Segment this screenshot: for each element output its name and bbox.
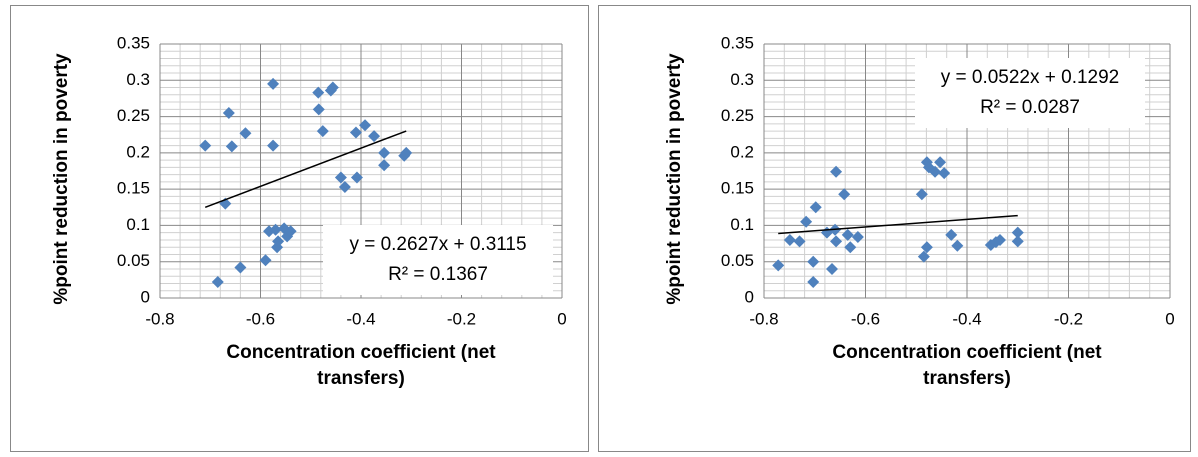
annotation-box [915,58,1145,128]
scatter-point [934,156,947,169]
y-tick-label: 0.15 [117,179,150,198]
scatter-point [267,139,280,152]
x-tick-label: 0 [557,309,566,328]
x-axis-title: Concentration coefficient (net transfers… [226,342,496,389]
y-tick-label: 0.3 [730,70,754,89]
scatter-point [338,180,351,193]
scatter-point [807,255,820,268]
x-tick-label: 0 [1165,309,1174,328]
scatter-point [920,241,933,254]
scatter-point [269,223,282,236]
scatter-point [838,188,851,201]
trendline-equation: y = 0.0522x + 0.1292 [941,67,1120,88]
x-tick-label: -0.8 [145,309,174,328]
y-tick-label: 0.35 [721,33,754,52]
x-tick-label: -0.2 [1054,309,1083,328]
scatter-point [807,276,820,289]
y-axis-title: %point reduction in poverty [51,53,72,305]
y-tick-label: 0 [141,287,150,306]
scatter-point [917,250,930,263]
scatter-point [400,146,413,159]
scatter-point [993,233,1006,246]
scatter-point [841,228,854,241]
scatter-point [800,215,813,228]
scatter-point [239,127,252,140]
scatter-point [844,241,857,254]
scatter-point [259,254,272,267]
scatter-point [334,171,347,184]
scatter-point [929,165,942,178]
scatter-point [851,231,864,244]
y-tick-label: 0.35 [117,33,150,52]
x-tick-label: -0.8 [749,309,778,328]
scatter-point [830,235,843,248]
scatter-point [1011,235,1024,248]
scatter-point [772,259,785,272]
y-tick-label: 0.25 [721,106,754,125]
scatter-point [225,140,238,153]
x-tick-label: -0.2 [447,309,476,328]
scatter-point [272,235,285,248]
scatter-point [368,130,381,143]
scatter-point [312,103,325,116]
trendline-r-squared: R² = 0.1367 [388,264,488,285]
trendline-r-squared: R² = 0.0287 [980,97,1080,118]
x-tick-label: -0.6 [851,309,880,328]
y-tick-label: 0.1 [730,215,754,234]
y-tick-label: 0 [745,287,754,306]
y-tick-label: 0.1 [126,215,150,234]
trendline [778,214,1018,235]
scatter-point [284,225,297,238]
y-tick-label: 0.3 [126,70,150,89]
scatter-point [312,86,325,99]
scatter-point [915,188,928,201]
scatter-point [349,126,362,139]
scatter-point [783,233,796,246]
x-tick-label: -0.6 [246,309,275,328]
scatter-point [350,171,363,184]
y-tick-label: 0.25 [117,106,150,125]
trendline [204,130,407,208]
scatter-point [945,228,958,241]
y-axis-title: %point reduction in poverty [664,53,685,305]
scatter-point [951,239,964,252]
scatter-point [359,119,372,132]
scatter-point [267,77,280,90]
scatter-point [378,159,391,172]
y-tick-label: 0.05 [721,251,754,270]
scatter-point [211,276,224,289]
y-tick-label: 0.2 [730,142,754,161]
y-tick-label: 0.15 [721,179,754,198]
trendline-equation: y = 0.2627x + 0.3115 [349,234,526,255]
scatter-point [234,261,247,274]
x-tick-label: -0.4 [346,309,375,328]
scatter-point [378,146,391,159]
scatter-point [830,165,843,178]
scatter-point [826,262,839,275]
scatter-point [326,81,339,94]
scatter-point [316,125,329,138]
annotation-box [323,225,553,295]
scatter-point [793,235,806,248]
x-tick-label: -0.4 [952,309,981,328]
y-tick-label: 0.2 [126,142,150,161]
scatter-point [222,106,235,119]
x-axis-title: Concentration coefficient (net transfers… [832,342,1102,389]
scatter-point [1011,226,1024,239]
scatter-point [199,139,212,152]
scatter-point [938,167,951,180]
y-tick-label: 0.05 [117,251,150,270]
scatter-point [809,201,822,214]
